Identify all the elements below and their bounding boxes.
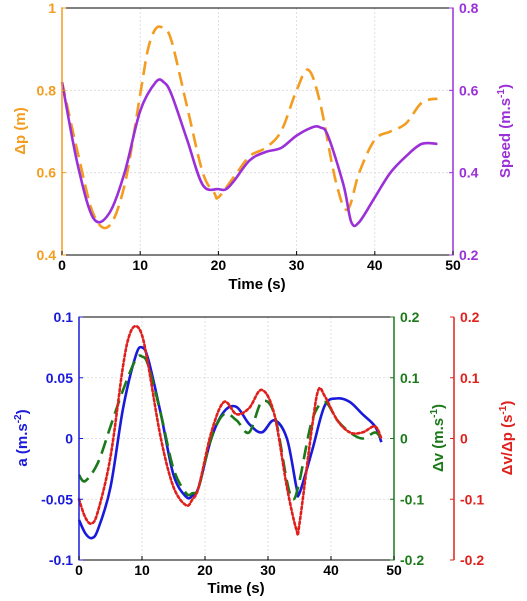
y-right-axis-label: Speed (m.s-1)	[496, 84, 514, 178]
x-tick-label: 0	[58, 257, 66, 273]
x-tick-label: 10	[132, 257, 148, 273]
y-right-label-end: )	[497, 84, 514, 89]
y-left-tick-label: 0	[65, 431, 73, 447]
y-left-tick-label: 0.05	[46, 370, 73, 386]
y-mid-tick-label: 0	[400, 431, 408, 447]
x-tick-label: 30	[289, 257, 305, 273]
y-right-tick-label: 0.6	[459, 82, 479, 98]
y-left-tick-label: -0.05	[41, 491, 73, 507]
ticks: 0 10 20 30 40 50 0.4 0.6 0.8 1 0.2 0.4 0.6 0.8	[37, 0, 479, 273]
x-tick-label: 40	[367, 257, 383, 273]
x-tick-label: 50	[386, 562, 402, 578]
ticks: 0 10 20 30 40 50-0.1-0.0500.050.1-0.2-0.100.1…	[41, 309, 484, 578]
y-left-axis-label: Δp (m)	[12, 107, 29, 154]
y-left-label-sup: -2	[13, 414, 24, 423]
y-right-tick-label: 0.1	[460, 370, 480, 386]
chart-top: 0 10 20 30 40 50 0.4 0.6 0.8 1 0.2 0.4 0.6 0.8 Time (…	[12, 0, 514, 293]
series-group	[77, 324, 383, 540]
x-tick-label: 40	[323, 562, 339, 578]
series-line-right-solid	[60, 78, 438, 228]
x-tick-label: 0	[75, 562, 83, 578]
x-tick-label: 20	[211, 257, 227, 273]
y-right-tick-label: -0.2	[460, 552, 484, 568]
y-mid-tick-label: -0.2	[400, 552, 424, 568]
y-mid-tick-label: -0.1	[400, 491, 424, 507]
x-tick-label: 30	[260, 562, 276, 578]
y-left-label-end: )	[14, 409, 31, 414]
series-line-right-dotted	[77, 324, 383, 537]
y-right-tick-label: 0.2	[460, 309, 480, 325]
y-right-tick-label: -0.1	[460, 491, 484, 507]
y-right-tick-label: 0.8	[459, 0, 479, 16]
series-group	[60, 25, 438, 230]
y-left-label-base: a (m.s	[14, 423, 31, 466]
chart-bottom: 0 10 20 30 40 50-0.1-0.0500.050.1-0.2-0.100.1…	[13, 309, 516, 597]
y-right-tick-label: 0.4	[459, 165, 479, 181]
y-right-label-sup: -1	[496, 89, 507, 98]
y-right-tick-label: 0	[460, 431, 468, 447]
gridlines	[62, 8, 453, 255]
x-axis-label: Time (s)	[228, 276, 285, 293]
y-mid-label-base: Δv (m.s	[430, 418, 447, 472]
y-left-axis-label: a (m.s-2)	[13, 409, 31, 466]
y-left-tick-label: -0.1	[49, 552, 73, 568]
y-left-tick-label: 0.1	[54, 309, 74, 325]
y-mid-axis-label: Δv (m.s-1)	[429, 404, 447, 472]
y-right-label-sup: -1	[498, 405, 509, 414]
y-mid-label-sup: -1	[429, 409, 440, 418]
y-mid-tick-label: 0.2	[400, 309, 420, 325]
y-right-label-end: )	[499, 401, 516, 406]
y-left-tick-label: 0.6	[37, 165, 57, 181]
y-left-tick-label: 1	[48, 0, 56, 16]
x-tick-label: 50	[445, 257, 461, 273]
y-left-tick-label: 0.8	[37, 82, 57, 98]
y-mid-tick-label: 0.1	[400, 370, 420, 386]
x-axis-label: Time (s)	[207, 580, 264, 597]
x-tick-label: 20	[197, 562, 213, 578]
y-right-label-base: Δv/Δp (s	[499, 415, 516, 476]
x-tick-label: 10	[134, 562, 150, 578]
y-left-tick-label: 0.4	[37, 247, 57, 263]
plot-area	[62, 8, 453, 255]
y-right-label-base: Speed (m.s	[497, 98, 514, 178]
y-right-axis-label: Δv/Δp (s-1)	[498, 401, 516, 476]
y-mid-label-end: )	[430, 404, 447, 409]
y-right-tick-label: 0.2	[459, 247, 479, 263]
